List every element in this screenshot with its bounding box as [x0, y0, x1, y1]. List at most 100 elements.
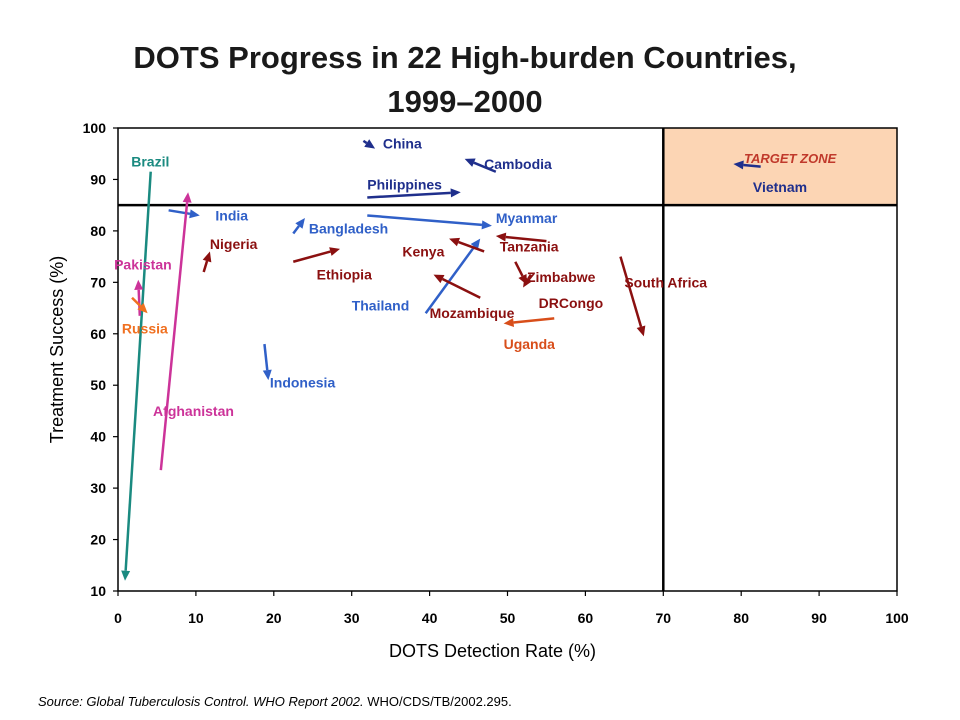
- label-nigeria: Nigeria: [210, 236, 258, 252]
- arrowhead-china: [364, 139, 376, 149]
- arrow-indonesia: [263, 343, 269, 371]
- arrowhead-kenya: [449, 237, 461, 247]
- x-tick-label: 40: [422, 610, 438, 626]
- label-afghanistan: Afghanistan: [153, 403, 234, 419]
- label-cambodia: Cambodia: [484, 156, 552, 172]
- label-ethiopia: Ethiopia: [317, 267, 372, 283]
- label-thailand: Thailand: [352, 297, 410, 313]
- arrowhead-vietnam: [733, 160, 744, 170]
- x-tick-label: 0: [114, 610, 122, 626]
- label-south-africa: South Africa: [624, 274, 707, 290]
- arrowhead-brazil: [121, 570, 131, 581]
- label-vietnam: Vietnam: [753, 179, 807, 195]
- x-tick-label: 30: [344, 610, 360, 626]
- arrow-bangladesh: [292, 225, 300, 235]
- x-tick-label: 10: [188, 610, 204, 626]
- arrow-tanzania: [505, 235, 547, 243]
- label-brazil: Brazil: [131, 153, 169, 169]
- y-tick-label: 80: [90, 223, 106, 239]
- chart-title-line1: DOTS Progress in 22 High-burden Countrie…: [133, 40, 797, 75]
- arrow-uganda: [513, 317, 555, 324]
- arrow-philippines: [367, 191, 451, 199]
- x-tick-label: 60: [578, 610, 594, 626]
- label-indonesia: Indonesia: [270, 375, 336, 391]
- arrow-kenya: [458, 240, 485, 253]
- arrow-china: [362, 139, 368, 145]
- y-tick-label: 10: [90, 583, 106, 599]
- y-tick-label: 50: [90, 377, 106, 393]
- arrowhead-tanzania: [495, 232, 507, 242]
- label-china: China: [383, 135, 422, 151]
- arrow-mozambique: [441, 277, 481, 299]
- label-kenya: Kenya: [402, 243, 444, 259]
- source-report-id: WHO/CDS/TB/2002.295.: [363, 694, 512, 709]
- arrowhead-mozambique: [433, 274, 445, 284]
- chart-title: DOTS Progress in 22 High-burden Countrie…: [0, 36, 930, 124]
- arrows-layer: [121, 139, 761, 581]
- arrowhead-nigeria: [202, 251, 212, 263]
- axes-layer: 0 10 20 30 40 50 60 70 80 90 100 10 20 30 40 50 60 70 80 90…: [47, 120, 909, 661]
- arrow-drcongo: [527, 273, 532, 280]
- label-philippines: Philippines: [367, 177, 442, 193]
- arrowhead-thailand: [470, 238, 481, 250]
- country-labels-layer: China Cambodia Vietnam Philippines Brazil Ind…: [114, 135, 807, 419]
- arrowhead-philippines: [450, 188, 461, 198]
- y-tick-label: 40: [90, 429, 106, 445]
- target-zone: [663, 128, 897, 206]
- x-tick-label: 70: [656, 610, 672, 626]
- arrow-afghanistan: [159, 202, 189, 471]
- arrow-cambodia: [473, 161, 497, 173]
- arrow-myanmar: [367, 214, 483, 227]
- arrow-nigeria: [202, 260, 209, 273]
- arrow-vietnam: [743, 163, 761, 168]
- chart-title-line2: 1999–2000: [387, 84, 543, 119]
- label-drcongo: DRCongo: [539, 295, 604, 311]
- x-tick-label: 50: [500, 610, 516, 626]
- y-tick-label: 20: [90, 532, 106, 548]
- arrowhead-indonesia: [262, 369, 272, 381]
- label-uganda: Uganda: [504, 336, 556, 352]
- scatter-chart: TARGET ZONE 0 10 20 30 40 50 60 70 80 90 100 10 20 30…: [47, 120, 909, 661]
- arrow-thailand: [424, 245, 476, 314]
- y-tick-label: 100: [83, 120, 107, 136]
- arrowhead-myanmar: [481, 220, 492, 230]
- arrowhead-ethiopia: [329, 247, 341, 256]
- label-bangladesh: Bangladesh: [309, 220, 388, 236]
- x-tick-label: 80: [733, 610, 749, 626]
- x-tick-label: 90: [811, 610, 827, 626]
- label-pakistan: Pakistan: [114, 256, 172, 272]
- arrowhead-uganda: [503, 318, 515, 327]
- x-tick-label: 20: [266, 610, 282, 626]
- y-tick-label: 70: [90, 274, 106, 290]
- label-india: India: [215, 207, 248, 223]
- source-note: Source: Global Tuberculosis Control. WHO…: [38, 694, 512, 709]
- label-russia: Russia: [122, 321, 168, 337]
- y-axis-label: Treatment Success (%): [47, 256, 67, 443]
- source-citation: Source: Global Tuberculosis Control. WHO…: [38, 694, 364, 709]
- arrow-pakistan: [137, 289, 142, 316]
- label-myanmar: Myanmar: [496, 210, 558, 226]
- arrowhead-pakistan: [134, 279, 144, 290]
- arrow-zimbabwe: [514, 261, 524, 277]
- arrowhead-south-africa: [636, 325, 646, 337]
- x-tick-label: 100: [885, 610, 909, 626]
- label-zimbabwe: Zimbabwe: [527, 269, 596, 285]
- y-tick-label: 30: [90, 480, 106, 496]
- arrow-russia: [131, 296, 142, 308]
- arrowhead-drcongo: [523, 276, 533, 288]
- arrowhead-cambodia: [464, 158, 476, 167]
- arrowhead-india: [189, 209, 200, 219]
- arrowhead-afghanistan: [182, 192, 192, 203]
- arrow-brazil: [124, 171, 152, 571]
- label-tanzania: Tanzania: [500, 238, 559, 254]
- target-zone-label: TARGET ZONE: [744, 151, 837, 166]
- y-tick-label: 90: [90, 171, 106, 187]
- arrow-ethiopia: [292, 250, 331, 263]
- y-tick-label: 60: [90, 326, 106, 342]
- x-axis-label: DOTS Detection Rate (%): [389, 641, 596, 661]
- label-mozambique: Mozambique: [430, 305, 515, 321]
- arrowhead-bangladesh: [295, 218, 305, 229]
- arrowhead-russia: [137, 302, 148, 314]
- arrow-south-africa: [619, 256, 643, 328]
- target-zone-layer: TARGET ZONE: [663, 128, 897, 206]
